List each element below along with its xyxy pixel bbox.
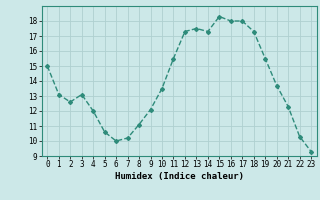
X-axis label: Humidex (Indice chaleur): Humidex (Indice chaleur) — [115, 172, 244, 181]
